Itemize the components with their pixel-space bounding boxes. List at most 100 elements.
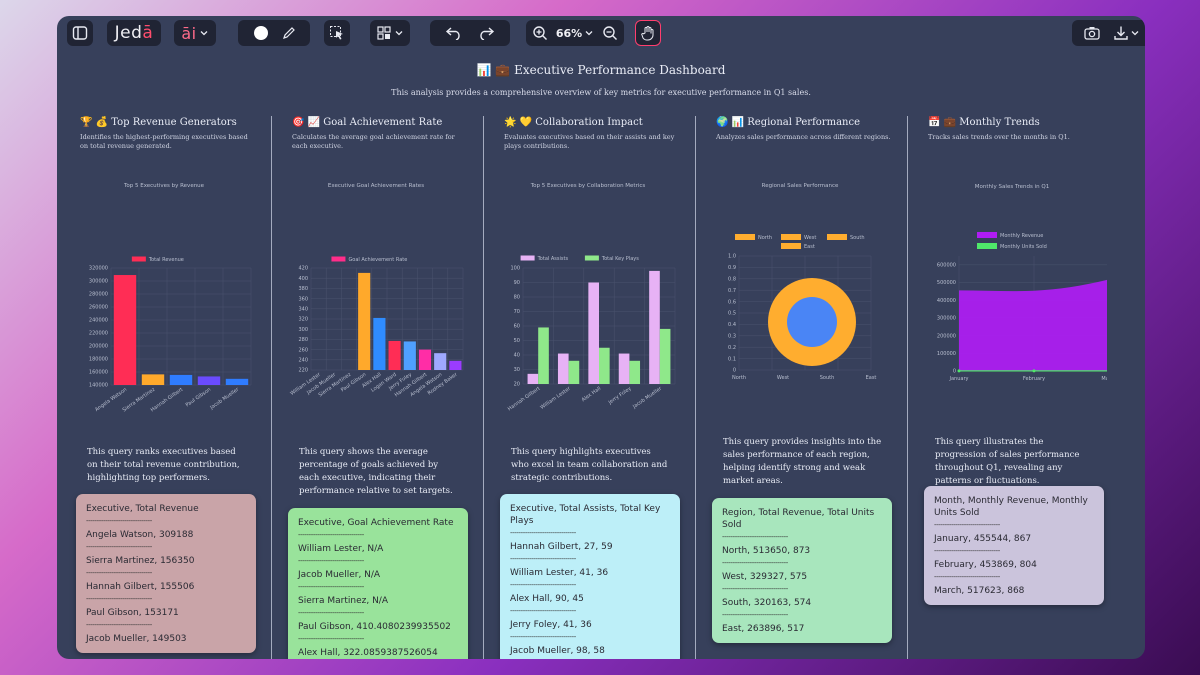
bar xyxy=(599,347,610,384)
revenue-bar-chart: Top 5 Executives by Revenue Total Revenue… xyxy=(89,183,252,413)
y-tick-label: 300000 xyxy=(89,279,108,285)
monthly-area-chart: Monthly Sales Trends in Q1 Monthly Revenu… xyxy=(937,184,1107,382)
result-row: West, 329327, 575 xyxy=(722,572,808,582)
section-title: 🎯 📈 Goal Achievement Rate xyxy=(292,117,443,128)
y-tick-label: 0.2 xyxy=(728,345,736,351)
zoom-level-dropdown[interactable]: 66% xyxy=(556,27,594,40)
result-row: South, 320163, 574 xyxy=(722,598,812,608)
camera-icon[interactable] xyxy=(1084,26,1100,40)
result-separator: ------------------------------- xyxy=(722,585,788,593)
result-separator: ------------------------------- xyxy=(934,547,1000,555)
result-card: Executive, Total Assists, Total Key Play… xyxy=(500,494,680,659)
sidebar-icon xyxy=(72,26,88,40)
chart-title: Regional Sales Performance xyxy=(762,183,839,189)
y-tick-label: 70 xyxy=(514,309,520,315)
result-row: Paul Gibson, 410.4080239935502 xyxy=(298,622,451,632)
y-tick-label: 0 xyxy=(733,368,736,374)
y-tick-label: 60 xyxy=(514,324,520,330)
x-tick-label: South xyxy=(820,375,835,381)
legend-label: Total Revenue xyxy=(148,257,184,263)
result-row: Jerry Foley, 41, 36 xyxy=(510,620,592,630)
y-tick-label: 80 xyxy=(514,295,520,301)
result-separator: ------------------------------- xyxy=(298,609,364,617)
y-tick-label: 0.7 xyxy=(728,288,736,294)
pan-tool-button[interactable] xyxy=(635,20,661,46)
section-description: Tracks sales trends over the months in Q… xyxy=(928,133,1070,141)
y-tick-label: 280000 xyxy=(89,292,108,298)
x-tick-label: William Lester xyxy=(539,385,572,411)
legend-swatch xyxy=(827,234,847,240)
y-tick-label: 420 xyxy=(298,266,308,272)
bar xyxy=(568,360,580,384)
legend-swatch xyxy=(735,234,755,240)
zoom-in-icon[interactable] xyxy=(532,25,548,41)
y-tick-label: 0.4 xyxy=(728,322,736,328)
ai-menu-button[interactable]: āi xyxy=(174,20,216,46)
section-monthly: 📅 💼 Monthly Trends Tracks sales trends o… xyxy=(905,116,1145,659)
bar xyxy=(113,275,137,385)
bar xyxy=(618,353,630,384)
result-separator: ------------------------------- xyxy=(510,529,576,537)
y-tick-label: 300000 xyxy=(937,316,956,322)
result-row: East, 263896, 517 xyxy=(722,624,805,634)
legend-label: Goal Achievement Rate xyxy=(348,257,407,263)
result-row: Alex Hall, 90, 45 xyxy=(510,594,584,604)
y-tick-label: 90 xyxy=(514,280,520,286)
result-separator: ------------------------------- xyxy=(86,621,152,629)
revenue-area xyxy=(959,279,1107,371)
app-window: Jedā āi 66% xyxy=(57,16,1145,659)
legend-label: Total Key Plays xyxy=(601,256,639,262)
y-tick-label: 380 xyxy=(298,286,308,292)
select-tool-button[interactable] xyxy=(324,20,350,46)
y-tick-label: 1.0 xyxy=(728,254,736,260)
result-row: Hannah Gilbert, 155506 xyxy=(86,582,195,592)
x-tick-label: Jacob Mueller xyxy=(208,386,241,411)
bar xyxy=(449,360,462,370)
redo-icon[interactable] xyxy=(477,26,495,40)
column-divider xyxy=(483,116,484,659)
x-tick-label: Paul Gibson xyxy=(185,387,212,409)
units-sold-point xyxy=(1032,369,1036,373)
bar xyxy=(373,317,386,370)
legend-label: North xyxy=(758,235,772,241)
column-divider xyxy=(271,116,272,659)
y-tick-label: 20 xyxy=(514,382,520,388)
result-separator: ------------------------------- xyxy=(934,573,1000,581)
bar xyxy=(434,353,447,370)
zoom-out-icon[interactable] xyxy=(602,25,618,41)
result-separator: ------------------------------- xyxy=(510,581,576,589)
y-tick-label: 300 xyxy=(298,327,308,333)
result-row: February, 453869, 804 xyxy=(934,560,1037,570)
y-tick-label: 400000 xyxy=(937,298,956,304)
y-tick-label: 0.5 xyxy=(728,311,736,317)
download-menu-button[interactable] xyxy=(1113,25,1140,41)
result-header: Executive, Goal Achievement Rate xyxy=(298,518,454,528)
pen-icon[interactable] xyxy=(281,25,297,41)
layout-menu-button[interactable] xyxy=(370,20,410,46)
section-collaboration: 🌟 💛 Collaboration Impact Evaluates execu… xyxy=(481,116,695,659)
y-tick-label: 0.6 xyxy=(728,299,736,305)
legend-label: Monthly Units Sold xyxy=(1000,244,1047,250)
result-row: Jacob Mueller, N/A xyxy=(298,570,381,580)
dashboard-title: 📊 💼 Executive Performance Dashboard xyxy=(476,63,726,77)
result-separator: ------------------------------- xyxy=(86,595,152,603)
section-top-revenue: 🏆 💰 Top Revenue Generators Identifies th… xyxy=(57,116,271,659)
y-tick-label: 180000 xyxy=(89,357,108,363)
sidebar-toggle-button[interactable] xyxy=(67,20,93,46)
x-tick-label: January xyxy=(949,376,969,382)
y-tick-label: 40 xyxy=(514,353,520,359)
section-description: Identifies the highest-performing execut… xyxy=(80,133,248,150)
grid-icon xyxy=(376,26,391,40)
logo[interactable]: Jedā xyxy=(107,20,161,46)
y-tick-label: 0.1 xyxy=(728,356,736,362)
result-card: Executive, Total Revenue ---------------… xyxy=(76,494,256,653)
y-tick-label: 600000 xyxy=(937,263,956,269)
section-title: 📅 💼 Monthly Trends xyxy=(928,117,1040,128)
result-separator: ------------------------------- xyxy=(298,635,364,643)
pen-tools-group xyxy=(238,20,310,46)
color-picker-icon[interactable] xyxy=(252,24,270,42)
undo-icon[interactable] xyxy=(445,26,463,40)
result-row: Hannah Gilbert, 27, 59 xyxy=(510,542,613,552)
query-description: This query illustrates the progression o… xyxy=(935,437,1080,486)
result-header: Region, Total Revenue, Total Units Sold xyxy=(722,508,875,530)
